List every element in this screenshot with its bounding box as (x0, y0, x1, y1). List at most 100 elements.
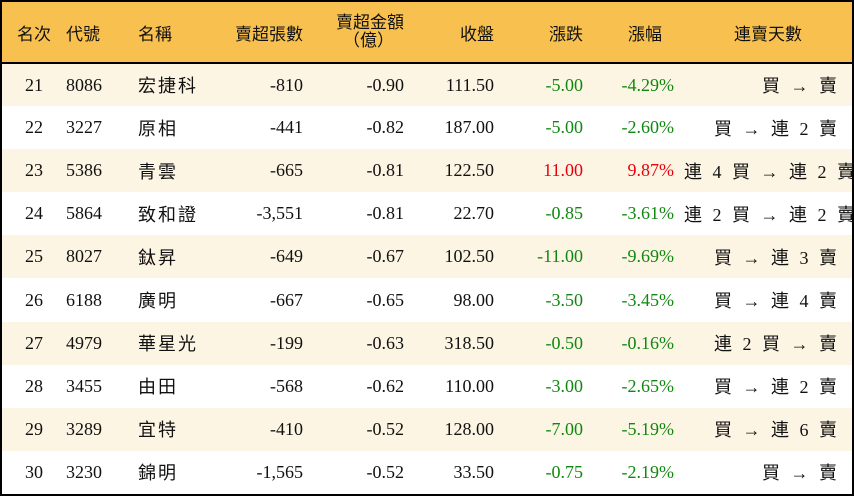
net-sell-lots-cell: -568 (270, 375, 303, 396)
net-sell-amount-cell: -0.52 (366, 418, 405, 439)
net-sell-amount-cell: -0.81 (366, 203, 405, 224)
rank-cell: 22 (25, 117, 43, 138)
change-cell: -0.85 (545, 203, 584, 224)
change-cell: -0.50 (545, 332, 584, 353)
net-sell-amount-cell: -0.67 (366, 246, 405, 267)
name-cell: 鈦昇 (138, 247, 178, 268)
table-row: 26 6188 廣明 -667 -0.65 98.00 -3.50 -3.45% 買 → 連 4… (2, 278, 852, 322)
name-cell: 宜特 (138, 420, 178, 441)
code-cell: 3455 (66, 375, 102, 396)
rank-cell: 23 (25, 160, 43, 181)
table-body: 21 8086 宏捷科 -810 -0.90 111.50 -5.00 -4.29% 買 → 賣… (2, 63, 854, 494)
streak-cell: 連 4 買 → 連 2 賣 (684, 161, 854, 182)
net-sell-lots-cell: -810 (270, 74, 303, 95)
name-cell: 錦明 (138, 463, 178, 484)
close-cell: 187.00 (444, 117, 495, 138)
change-cell: -5.00 (545, 74, 584, 95)
rank-cell: 24 (25, 203, 43, 224)
change-pct-cell: -5.19% (621, 418, 675, 439)
code-cell: 8027 (66, 246, 102, 267)
name-cell: 宏捷科 (138, 76, 198, 97)
change-pct-cell: -3.61% (621, 203, 675, 224)
close-cell: 22.70 (453, 203, 495, 224)
code-cell: 4979 (66, 332, 102, 353)
table-row: 27 4979 華星光 -199 -0.63 318.50 -0.50 -0.16% 連 2 買… (2, 321, 852, 365)
rank-cell: 29 (25, 418, 43, 439)
net-sell-lots-cell: -3,551 (256, 203, 304, 224)
change-pct-cell: -3.45% (621, 289, 675, 310)
net-sell-lots-cell: -649 (270, 246, 303, 267)
close-cell: 318.50 (444, 332, 495, 353)
change-pct-cell: 9.87% (627, 160, 675, 181)
change-pct-cell: -4.29% (621, 74, 675, 95)
name-cell: 廣明 (138, 291, 178, 312)
change-pct-cell: -9.69% (621, 246, 675, 267)
net-sell-amount-cell: -0.81 (366, 160, 405, 181)
table-row: 21 8086 宏捷科 -810 -0.90 111.50 -5.00 -4.29% 買 → 賣 (2, 63, 852, 107)
net-sell-amount-cell: -0.82 (366, 117, 405, 138)
header-net-sell-lots: 賣超張數 (235, 24, 303, 44)
net-sell-amount-cell: -0.65 (366, 289, 405, 310)
close-cell: 122.50 (444, 160, 495, 181)
change-pct-cell: -0.16% (621, 332, 675, 353)
rank-cell: 21 (25, 74, 43, 95)
net-sell-lots-cell: -199 (270, 332, 303, 353)
header-change: 漲跌 (549, 24, 583, 44)
code-cell: 6188 (66, 289, 102, 310)
code-cell: 3230 (66, 461, 102, 482)
net-sell-amount-cell: -0.62 (366, 375, 405, 396)
net-sell-amount-cell: -0.90 (366, 74, 405, 95)
rank-cell: 30 (25, 461, 43, 482)
close-cell: 98.00 (453, 289, 495, 310)
code-cell: 5864 (66, 203, 102, 224)
change-cell: -0.75 (545, 461, 584, 482)
net-sell-lots-cell: -410 (270, 418, 303, 439)
code-cell: 5386 (66, 160, 102, 181)
header-streak: 連賣天數 (734, 24, 802, 44)
rank-cell: 27 (25, 332, 43, 353)
streak-cell: 買 → 賣 (762, 76, 840, 97)
name-cell: 華星光 (138, 334, 198, 355)
net-sell-amount-cell: -0.63 (366, 332, 405, 353)
name-cell: 青雲 (138, 161, 178, 182)
change-pct-cell: -2.65% (621, 375, 675, 396)
header-row: 名次 代號 名稱 賣超張數 賣超金額 （億） 收盤 漲跌 漲幅 連賣天數 (2, 2, 852, 63)
code-cell: 8086 (66, 74, 102, 95)
header-net-sell-amount: 賣超金額 （億） (313, 2, 414, 63)
name-cell: 由田 (138, 377, 178, 398)
rank-cell: 26 (25, 289, 43, 310)
streak-cell: 買 → 連 2 賣 (714, 377, 840, 398)
close-cell: 33.50 (453, 461, 495, 482)
header-name: 名稱 (138, 24, 172, 44)
streak-cell: 連 2 買 → 連 2 賣 (684, 204, 854, 225)
table-row: 30 3230 錦明 -1,565 -0.52 33.50 -0.75 -2.19% 買 → 賣 (2, 450, 852, 494)
streak-cell: 買 → 連 3 賣 (714, 247, 840, 268)
header-close: 收盤 (460, 24, 494, 44)
code-cell: 3227 (66, 117, 102, 138)
streak-cell: 連 2 買 → 賣 (714, 334, 840, 355)
change-pct-cell: -2.60% (621, 117, 675, 138)
net-sell-lots-cell: -665 (270, 160, 303, 181)
table-row: 22 3227 原相 -441 -0.82 187.00 -5.00 -2.60% 買 → 連 … (2, 106, 852, 150)
change-cell: -11.00 (537, 246, 583, 267)
streak-cell: 買 → 連 2 賣 (714, 118, 840, 139)
close-cell: 102.50 (444, 246, 495, 267)
rank-cell: 25 (25, 246, 43, 267)
header-net-sell-amount-unit: （億） (343, 31, 394, 50)
close-cell: 110.00 (445, 375, 494, 396)
close-cell: 111.50 (445, 74, 494, 95)
table-row: 28 3455 由田 -568 -0.62 110.00 -3.00 -2.65% 買 → 連 … (2, 364, 852, 408)
table-row: 25 8027 鈦昇 -649 -0.67 102.50 -11.00 -9.69% 買 → 連… (2, 235, 852, 279)
change-cell: -3.00 (545, 375, 584, 396)
net-sell-lots-cell: -1,565 (256, 461, 304, 482)
net-sell-lots-cell: -441 (270, 117, 303, 138)
table-row: 29 3289 宜特 -410 -0.52 128.00 -7.00 -5.19% 買 → 連 … (2, 407, 852, 451)
header-code: 代號 (66, 24, 100, 44)
change-cell: -3.50 (545, 289, 584, 310)
change-pct-cell: -2.19% (621, 461, 675, 482)
code-cell: 3289 (66, 418, 102, 439)
streak-cell: 買 → 連 6 賣 (714, 420, 840, 441)
streak-cell: 買 → 賣 (762, 463, 840, 484)
